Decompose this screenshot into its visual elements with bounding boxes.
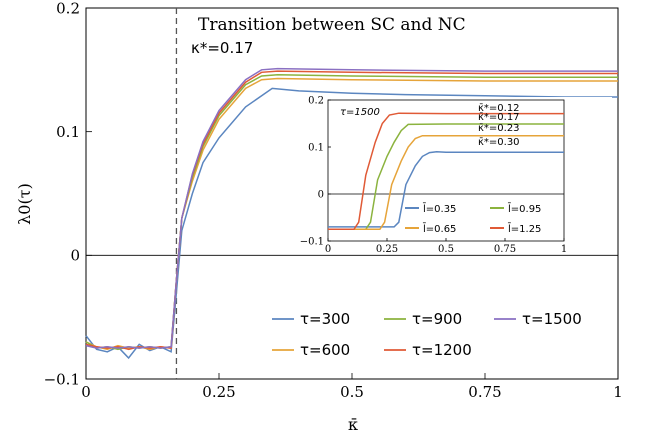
main-x-tick-label: 1 [613,383,623,401]
main-y-tick-label: 0 [70,247,80,265]
inset-legend-label: l̄=0.65 [423,222,457,235]
inset-curve-labels: κ̄*=0.12κ̄*=0.17κ̄*=0.23 κ̄*=0.30 [478,103,520,148]
inset-x-tick-label: 0.75 [494,244,516,255]
main-legend-label: τ=300 [300,310,350,328]
main-legend-label: τ=1500 [522,310,582,328]
inset-y-tick-label: 0 [318,190,324,201]
inset-series-line [328,150,564,228]
inset-legend-label: l̄=0.95 [508,202,542,215]
main-legend-label: τ=600 [300,341,350,359]
main-series [85,67,618,360]
x-axis-label: κ̄ [348,415,358,434]
inset-series-line [328,134,564,231]
inset-x-tick-label: 0 [325,244,331,255]
main-x-tick-label: 0.25 [202,383,235,401]
main-x-tick-label: 0.75 [468,383,501,401]
main-legend-label: τ=1200 [412,341,472,359]
main-y-tick-label: 0.2 [56,0,80,17]
inset-curve-label: κ̄*=0.12 [478,103,520,114]
inset-x-tick-label: 0.25 [376,244,398,255]
inset-axes: 0 0.25 0.5 0.75 1−0.100.10.2 [300,96,567,256]
inset-curve-label: κ̄*=0.17 [478,112,520,123]
main-series-line [85,67,618,349]
kappa-star-annotation: κ*=0.17 [191,39,253,57]
inset-legend-label: l̄=1.25 [508,222,542,235]
main-series-line [85,87,618,360]
inset-series-line [328,123,564,231]
inset-plot-frame [327,99,565,242]
inset-curve-label: κ̄*=0.23 [478,123,520,134]
inset-series [328,112,564,231]
inset-x-tick-label: 1 [561,244,567,255]
inset-y-tick-label: 0.1 [308,143,324,154]
main-axes: 0 0.25 0.5 0.75 1−0.100.10.2 [44,0,623,401]
main-y-tick-label: −0.1 [44,370,80,388]
inset-legend: l̄=0.35 l̄=0.95 l̄=0.65 l̄=1.25 [405,202,541,235]
main-x-tick-label: 0 [81,383,91,401]
main-legend-label: τ=900 [412,310,462,328]
y-axis-label: λ0(τ) [15,183,34,225]
main-legend: τ=300 τ=600 τ=900 τ=1200 τ=1500 [272,310,582,359]
main-x-tick-label: 0.5 [340,383,364,401]
inset-y-tick-label: 0.2 [308,96,324,107]
main-y-tick-label: 0.1 [56,123,80,141]
inset-series-line [328,112,564,231]
inset-y-tick-label: −0.1 [300,237,324,248]
inset-legend-label: l̄=0.35 [423,202,457,215]
inset-x-tick-label: 0.5 [438,244,454,255]
inset-title: τ=1500 [340,107,380,118]
main-title: Transition between SC and NC [198,15,466,35]
inset-curve-label: κ̄*=0.30 [478,137,520,148]
